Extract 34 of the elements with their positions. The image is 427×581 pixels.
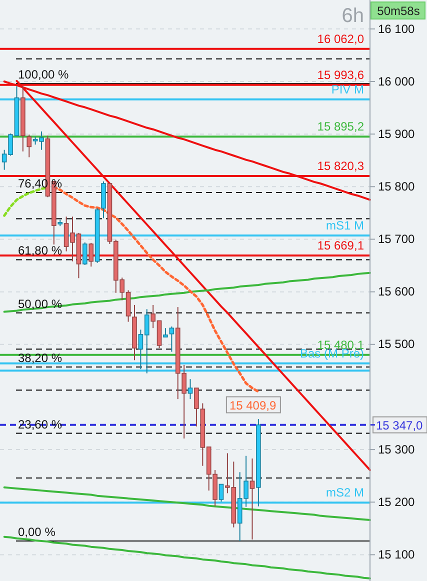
y-tick-label: 15 900: [378, 126, 416, 141]
y-tick-label: 15 300: [378, 442, 416, 456]
y-tick-label: 15 600: [378, 284, 416, 299]
y-tick-label: 15 200: [378, 494, 416, 509]
ref-line-label: 15 347,0: [376, 418, 424, 432]
line-series: [3, 486, 371, 522]
candlestick: [88, 242, 94, 268]
candlestick: [188, 378, 193, 400]
annotation: 61,80 %: [18, 244, 62, 258]
ref-line-label: 15 820,3: [317, 158, 364, 173]
ref-line-label: mS1 M: [326, 218, 364, 233]
candlestick: [26, 134, 32, 158]
y-tick-label: 16 100: [378, 22, 416, 36]
line-series: [3, 272, 371, 313]
y-tick-label: 15 500: [378, 337, 416, 352]
ref-line-label: 15 993,6: [317, 68, 364, 82]
ref-line-label: 15 669,1: [317, 238, 364, 252]
ref-line-label: 15 895,2: [317, 120, 364, 134]
line-series: [3, 536, 371, 580]
ref-line-label: 16 062,0: [317, 32, 364, 46]
y-tick-label: 15 100: [378, 548, 416, 562]
y-tick-label: 15 800: [378, 179, 416, 194]
annotation: 100,00 %: [18, 68, 70, 82]
candlestick: [250, 458, 255, 540]
ref-line-label: PIV M: [331, 82, 364, 96]
chart-title: 6h: [342, 5, 364, 27]
text: 50m58s: [377, 4, 420, 18]
y-tick-label: 16 000: [378, 74, 416, 88]
candlestick: [169, 326, 174, 352]
ref-line-label: mS2 M: [326, 486, 364, 500]
data-label: 15 409,9: [229, 398, 276, 412]
candlestick: [82, 242, 88, 266]
y-tick-label: 15 700: [378, 232, 416, 246]
annotation: 0,00 %: [18, 525, 56, 540]
